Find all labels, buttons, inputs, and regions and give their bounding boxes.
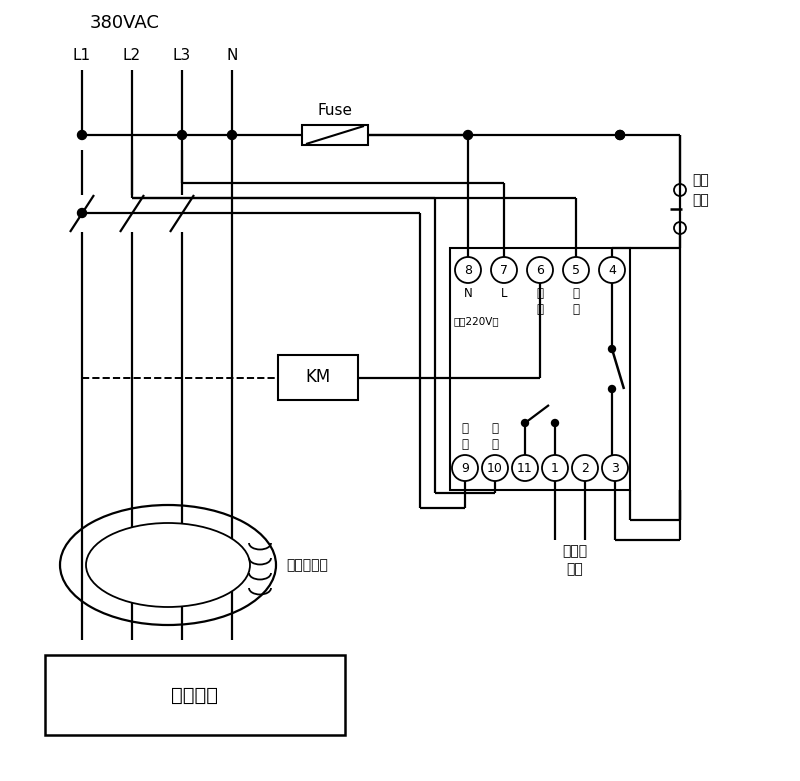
Circle shape <box>615 130 625 140</box>
Text: 9: 9 <box>461 462 469 475</box>
Text: 5: 5 <box>572 263 580 276</box>
Text: Fuse: Fuse <box>318 103 353 118</box>
Text: 2: 2 <box>581 462 589 475</box>
Circle shape <box>551 419 558 426</box>
Text: 7: 7 <box>500 263 508 276</box>
Circle shape <box>482 455 508 481</box>
Circle shape <box>491 257 517 283</box>
Text: 10: 10 <box>487 462 503 475</box>
Text: 零序互感器: 零序互感器 <box>286 558 328 572</box>
Circle shape <box>615 130 625 140</box>
Circle shape <box>563 257 589 283</box>
Text: N: N <box>226 48 238 63</box>
Bar <box>45 655 345 735</box>
Text: N: N <box>464 287 472 300</box>
Text: 接聲光: 接聲光 <box>562 544 587 558</box>
Circle shape <box>522 419 529 426</box>
Text: 3: 3 <box>611 462 619 475</box>
Text: 信
號: 信 號 <box>491 422 498 451</box>
Circle shape <box>512 455 538 481</box>
Bar <box>278 355 358 400</box>
Circle shape <box>609 386 615 393</box>
Text: 報警: 報警 <box>566 562 583 576</box>
Text: L: L <box>501 287 507 300</box>
Text: 開關: 開關 <box>692 193 709 207</box>
Circle shape <box>463 130 473 140</box>
Text: 4: 4 <box>608 263 616 276</box>
Text: L2: L2 <box>123 48 141 63</box>
Text: KM: KM <box>306 369 330 387</box>
Text: L1: L1 <box>73 48 91 63</box>
Circle shape <box>452 455 478 481</box>
Circle shape <box>78 130 86 140</box>
Circle shape <box>602 455 628 481</box>
Text: 11: 11 <box>517 462 533 475</box>
Circle shape <box>178 130 186 140</box>
Text: 信
號: 信 號 <box>462 422 469 451</box>
Circle shape <box>542 455 568 481</box>
Text: 試
驗: 試 驗 <box>537 287 543 316</box>
Text: 電源220V～: 電源220V～ <box>454 316 500 326</box>
Circle shape <box>227 130 237 140</box>
Text: 用戶設備: 用戶設備 <box>171 686 218 704</box>
Circle shape <box>78 209 86 217</box>
Bar <box>302 125 368 145</box>
Circle shape <box>527 257 553 283</box>
Circle shape <box>455 257 481 283</box>
Text: L3: L3 <box>173 48 191 63</box>
Text: 自鎖: 自鎖 <box>692 173 709 187</box>
Circle shape <box>609 345 615 352</box>
Text: 1: 1 <box>551 462 559 475</box>
Text: 6: 6 <box>536 263 544 276</box>
Text: 試
驗: 試 驗 <box>573 287 579 316</box>
Circle shape <box>572 455 598 481</box>
Text: 8: 8 <box>464 263 472 276</box>
Text: 380VAC: 380VAC <box>90 14 160 32</box>
Bar <box>450 248 630 490</box>
Circle shape <box>599 257 625 283</box>
Ellipse shape <box>86 523 250 607</box>
